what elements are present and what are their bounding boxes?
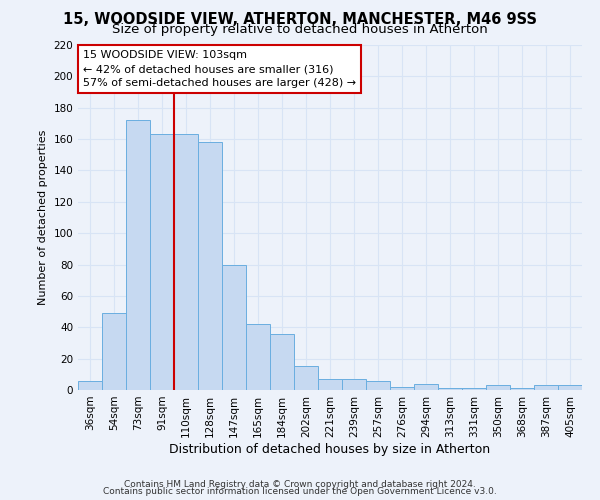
Bar [270,334,294,390]
Y-axis label: Number of detached properties: Number of detached properties [38,130,48,305]
Text: 15, WOODSIDE VIEW, ATHERTON, MANCHESTER, M46 9SS: 15, WOODSIDE VIEW, ATHERTON, MANCHESTER,… [63,12,537,28]
Bar [510,388,534,390]
Bar [534,386,558,390]
X-axis label: Distribution of detached houses by size in Atherton: Distribution of detached houses by size … [169,442,491,456]
Bar [438,388,462,390]
Bar [414,384,438,390]
Text: 15 WOODSIDE VIEW: 103sqm
← 42% of detached houses are smaller (316)
57% of semi-: 15 WOODSIDE VIEW: 103sqm ← 42% of detach… [83,50,356,88]
Bar [294,366,318,390]
Bar [126,120,150,390]
Bar [558,386,582,390]
Bar [150,134,174,390]
Bar [78,380,102,390]
Bar [222,264,246,390]
Bar [462,388,486,390]
Bar [390,387,414,390]
Bar [198,142,222,390]
Bar [174,134,198,390]
Bar [366,380,390,390]
Bar [342,379,366,390]
Bar [246,324,270,390]
Text: Size of property relative to detached houses in Atherton: Size of property relative to detached ho… [112,22,488,36]
Bar [486,386,510,390]
Bar [318,379,342,390]
Bar [102,313,126,390]
Text: Contains HM Land Registry data © Crown copyright and database right 2024.: Contains HM Land Registry data © Crown c… [124,480,476,489]
Text: Contains public sector information licensed under the Open Government Licence v3: Contains public sector information licen… [103,488,497,496]
